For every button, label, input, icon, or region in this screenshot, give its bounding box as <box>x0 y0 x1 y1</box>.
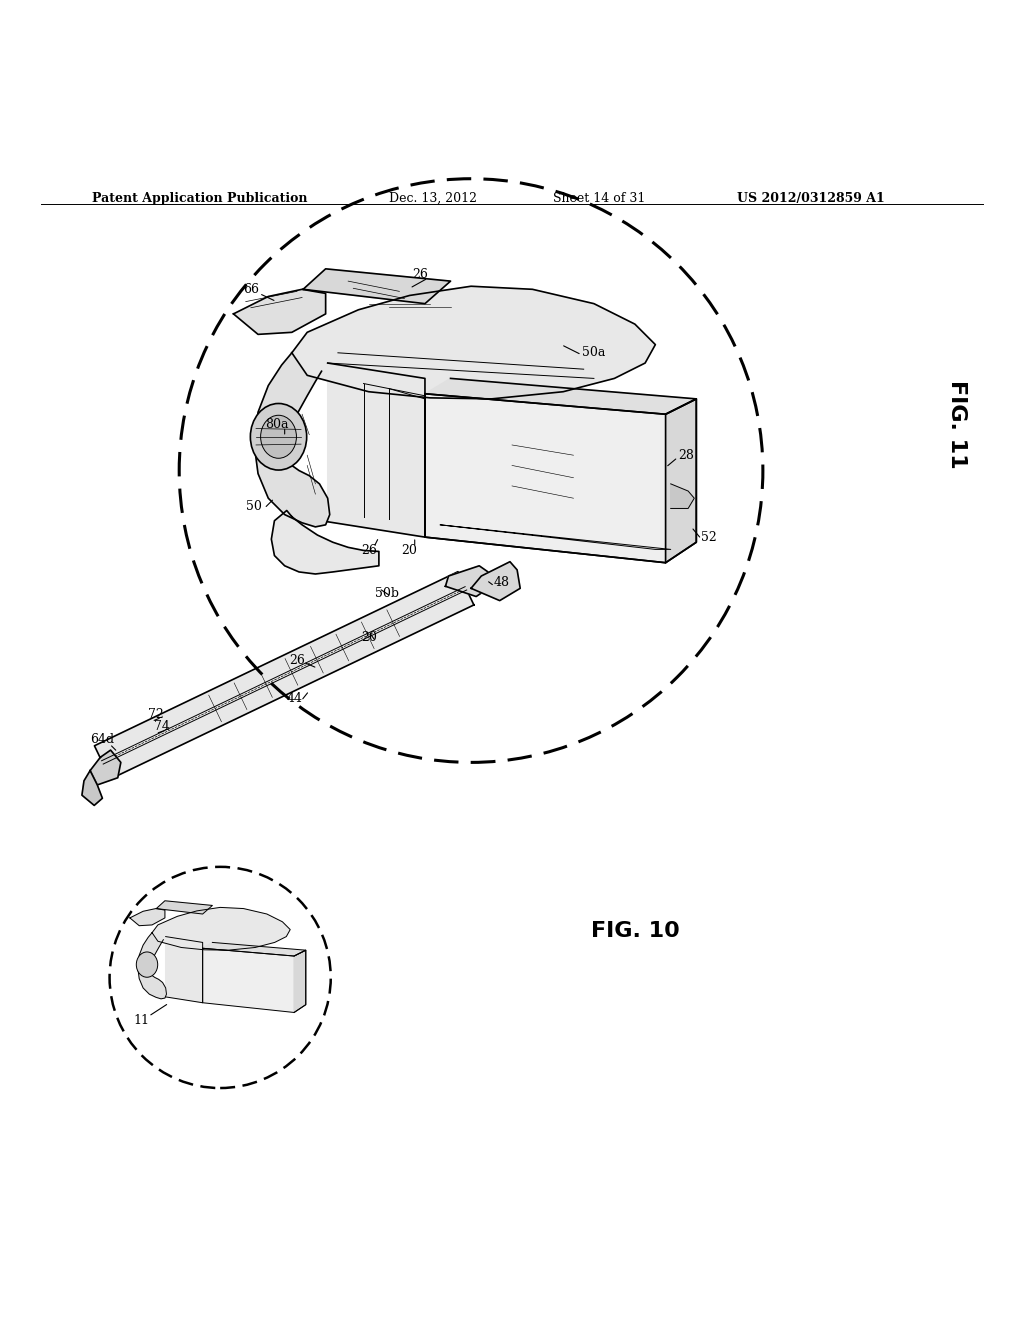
Polygon shape <box>445 566 492 597</box>
Polygon shape <box>203 948 306 1012</box>
Polygon shape <box>471 562 520 601</box>
Text: Patent Application Publication: Patent Application Publication <box>92 191 307 205</box>
Text: 80a: 80a <box>265 418 288 430</box>
Text: Dec. 13, 2012: Dec. 13, 2012 <box>389 191 477 205</box>
Text: 20: 20 <box>401 544 418 557</box>
Polygon shape <box>137 933 167 999</box>
Polygon shape <box>130 908 165 925</box>
Text: FIG. 10: FIG. 10 <box>591 921 679 941</box>
Polygon shape <box>254 352 330 527</box>
Polygon shape <box>425 379 696 414</box>
Polygon shape <box>292 286 655 399</box>
Polygon shape <box>94 572 474 779</box>
Text: 11: 11 <box>133 1014 150 1027</box>
Text: 66: 66 <box>243 282 259 296</box>
Polygon shape <box>166 937 203 1003</box>
Polygon shape <box>90 750 121 785</box>
Text: FIG. 11: FIG. 11 <box>947 380 968 469</box>
Text: 28: 28 <box>678 449 694 462</box>
Text: 26: 26 <box>289 653 305 667</box>
Polygon shape <box>425 393 696 562</box>
Polygon shape <box>233 289 326 334</box>
Text: 50b: 50b <box>375 587 399 599</box>
Text: Sheet 14 of 31: Sheet 14 of 31 <box>553 191 645 205</box>
Text: 44: 44 <box>287 693 303 705</box>
Polygon shape <box>82 771 102 805</box>
Ellipse shape <box>251 404 307 470</box>
Polygon shape <box>271 511 379 574</box>
Polygon shape <box>671 484 694 508</box>
Text: 72: 72 <box>147 708 164 721</box>
Ellipse shape <box>136 952 158 977</box>
Polygon shape <box>303 269 451 304</box>
Polygon shape <box>152 907 290 950</box>
Text: 50a: 50a <box>583 346 605 359</box>
Text: 20: 20 <box>360 631 377 644</box>
Polygon shape <box>203 942 306 956</box>
Polygon shape <box>294 950 306 1012</box>
Text: US 2012/0312859 A1: US 2012/0312859 A1 <box>737 191 885 205</box>
Text: 26: 26 <box>412 268 428 281</box>
Polygon shape <box>157 900 212 913</box>
Text: 48: 48 <box>494 576 510 589</box>
Text: 64d: 64d <box>90 734 115 746</box>
Polygon shape <box>328 363 425 537</box>
Text: 52: 52 <box>700 531 717 544</box>
Ellipse shape <box>260 416 297 458</box>
Text: 74: 74 <box>154 721 170 733</box>
Polygon shape <box>666 399 696 562</box>
Text: 26: 26 <box>360 544 377 557</box>
Text: 50: 50 <box>246 500 262 513</box>
